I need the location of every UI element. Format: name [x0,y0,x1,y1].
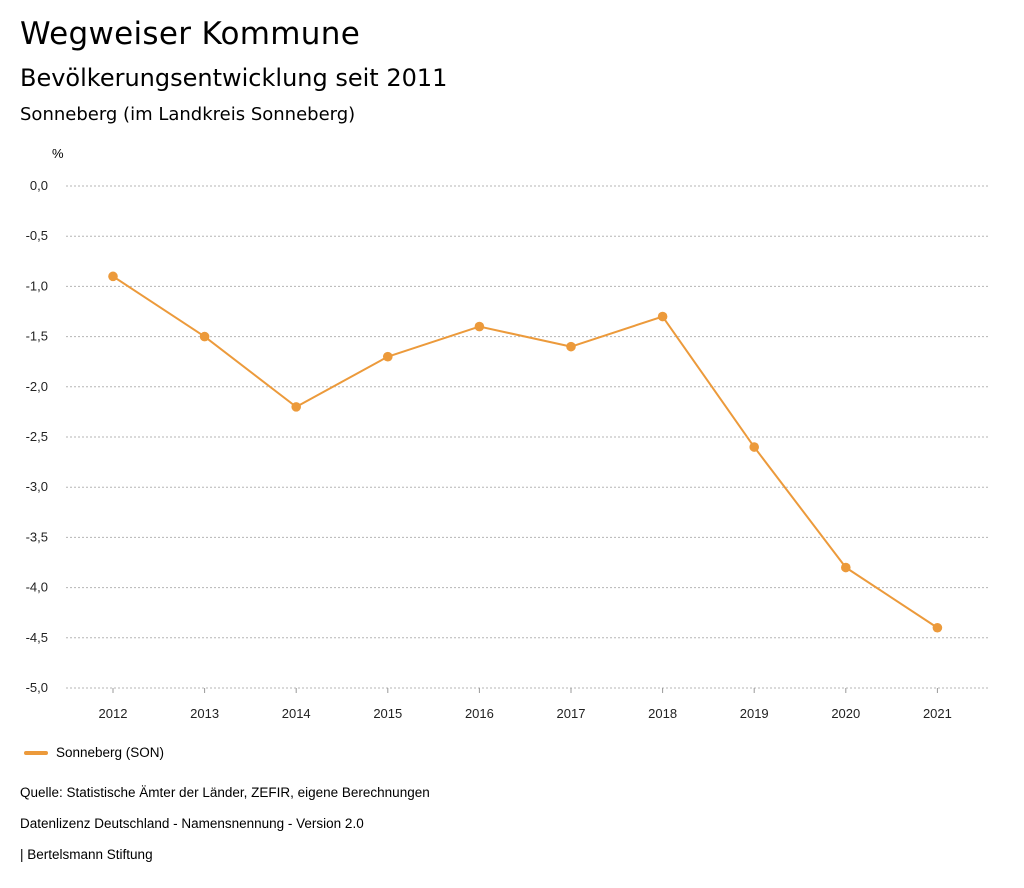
x-tick-label: 2019 [740,706,769,721]
legend-label: Sonneberg (SON) [56,745,165,760]
y-tick-label: -1,5 [26,329,48,344]
x-tick-label: 2018 [648,706,677,721]
y-tick-label: -4,5 [26,630,48,645]
y-tick-label: -4,0 [26,580,48,595]
data-point [108,271,118,282]
data-point [841,562,851,573]
x-tick-label: 2012 [99,706,128,721]
x-tick-label: 2017 [557,706,586,721]
license-note: Datenlizenz Deutschland - Namensnennung … [20,816,364,831]
y-axis-unit: % [52,146,64,161]
chart-subtitle: Bevölkerungsentwicklung seit 2011 [20,64,448,92]
source-note: Quelle: Statistische Ämter der Länder, Z… [20,785,430,800]
x-axis-ticks: 2012 2013 2014 2015 2016 2017 2018 2019 2020 2021 [99,688,952,721]
data-point [383,351,393,362]
y-tick-label: -2,5 [26,429,48,444]
x-tick-label: 2013 [190,706,219,721]
y-axis-ticks: 0,0 -0,5 -1,0 -1,5 -2,0 -2,5 -3,0 -3,5 -4,0 -4,5 -… [26,178,48,695]
y-tick-label: -1,0 [26,278,48,293]
legend-swatch [24,750,48,755]
data-point [291,402,302,412]
legend: Sonneberg (SON) [24,745,164,760]
data-point [749,442,759,452]
chart-title: Wegweiser Kommune [20,16,361,52]
series-line [112,275,938,629]
y-tick-label: -3,0 [26,479,48,494]
data-point [474,321,485,332]
region-label: Sonneberg (im Landkreis Sonneberg) [20,104,356,125]
x-tick-label: 2020 [831,706,860,721]
line-chart: 0,0 -0,5 -1,0 -1,5 -2,0 -2,5 -3,0 -3,5 -4,0 -4,5 -… [26,178,990,721]
data-point [932,622,943,633]
x-tick-label: 2021 [923,706,952,721]
y-tick-label: -0,5 [26,228,48,243]
y-tick-label: -2,0 [26,379,48,394]
data-point [657,311,668,322]
publisher-note: | Bertelsmann Stiftung [20,847,153,862]
data-point [199,331,210,342]
x-tick-label: 2016 [465,706,494,721]
gridlines [66,185,990,689]
y-tick-label: -3,5 [26,529,48,544]
y-tick-label: -5,0 [26,680,48,695]
x-tick-label: 2014 [282,706,311,721]
y-tick-label: 0,0 [30,178,48,193]
data-point [566,341,576,352]
series-layer [108,271,943,633]
x-tick-label: 2015 [373,706,402,721]
